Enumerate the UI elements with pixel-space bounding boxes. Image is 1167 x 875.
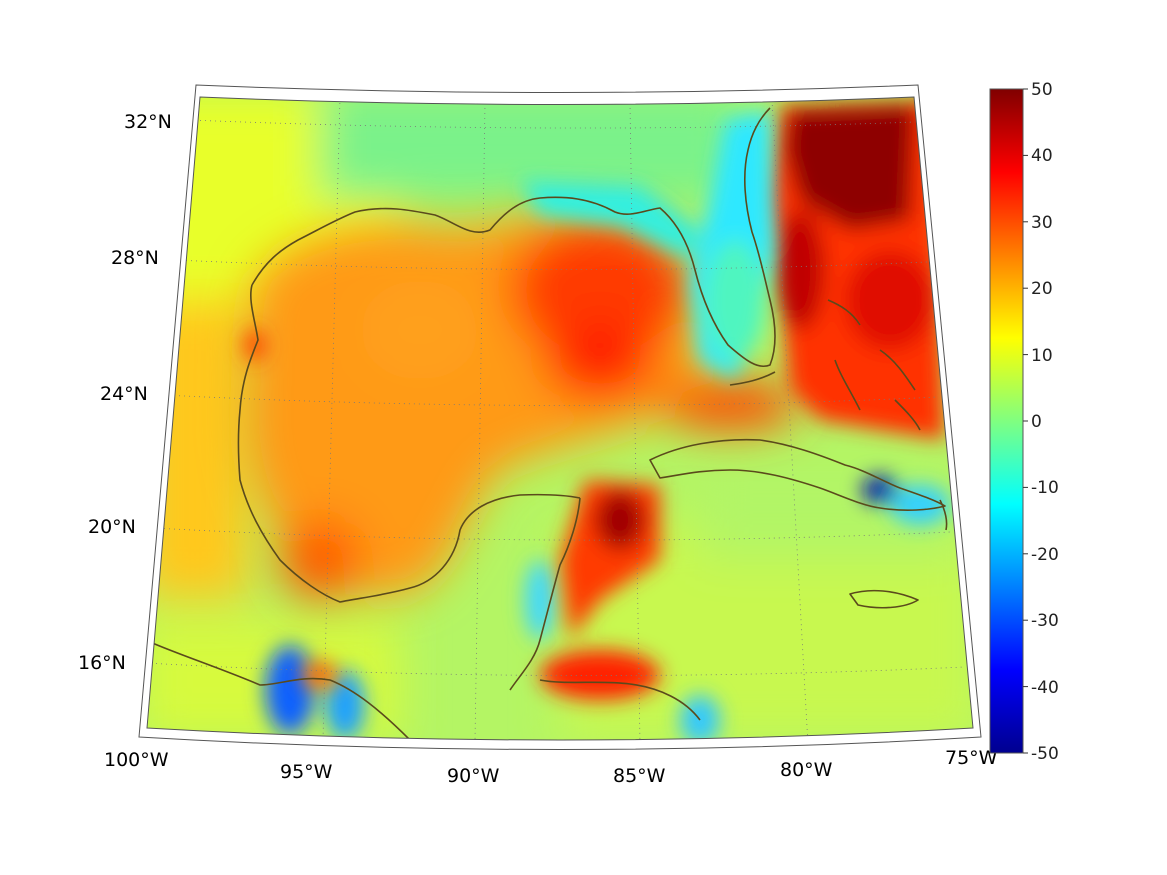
bahamas-4 — [894, 399, 921, 431]
lon-tick-label: 80°W — [780, 759, 833, 781]
lon-tick-label: 75°W — [945, 747, 998, 769]
colorbar-tick-label: 20 — [1031, 279, 1053, 299]
graticule — [147, 97, 965, 740]
colorbar-tick-label: 50 — [1031, 80, 1053, 100]
central-america-pacific — [149, 641, 411, 740]
lat-tick-label: 32°N — [124, 111, 172, 133]
lon-tick-label: 85°W — [613, 765, 666, 787]
hispaniola — [939, 499, 948, 531]
colorbar-tick-label: -40 — [1031, 678, 1059, 698]
yucatan-east — [509, 497, 581, 691]
jamaica — [849, 589, 919, 609]
lat-tick-label: 16°N — [78, 652, 126, 674]
lon-tick-label: 90°W — [447, 765, 500, 787]
coastlines — [149, 107, 948, 740]
colorbar-bar — [989, 88, 1024, 754]
bahamas-3 — [879, 349, 916, 391]
lon-tick-labels: 100°W 95°W 90°W 85°W 80°W 75°W — [104, 747, 998, 787]
colorbar: 50 40 30 20 10 0 -10 -20 -30 -40 -50 — [989, 80, 1059, 764]
florida-keys — [729, 371, 776, 386]
colorbar-tick-label: 30 — [1031, 213, 1053, 233]
colorbar-tick-label: -30 — [1031, 611, 1059, 631]
gulf-coast — [251, 107, 776, 367]
colorbar-tick-label: -10 — [1031, 478, 1059, 498]
mexico-coast — [237, 284, 581, 603]
lat-tick-label: 20°N — [88, 516, 136, 538]
colorbar-tick-label: 0 — [1031, 412, 1042, 432]
colorbar-tick-label: -20 — [1031, 545, 1059, 565]
honduras-coast — [539, 679, 701, 721]
lon-tick-label: 100°W — [104, 749, 169, 771]
heat-field — [147, 97, 973, 740]
cuba — [649, 438, 946, 511]
lon-tick-label: 95°W — [280, 761, 333, 783]
lat-tick-labels: 32°N 28°N 24°N 20°N 16°N — [78, 111, 172, 674]
bahamas-1 — [827, 299, 861, 326]
colorbar-tick-label: 10 — [1031, 346, 1053, 366]
bahamas-2 — [834, 359, 861, 411]
lat-tick-label: 28°N — [111, 247, 159, 269]
colorbar-tick-label: 40 — [1031, 146, 1053, 166]
lat-tick-label: 24°N — [100, 383, 148, 405]
colorbar-tick-label: -50 — [1031, 744, 1059, 764]
map-frame — [138, 84, 982, 750]
